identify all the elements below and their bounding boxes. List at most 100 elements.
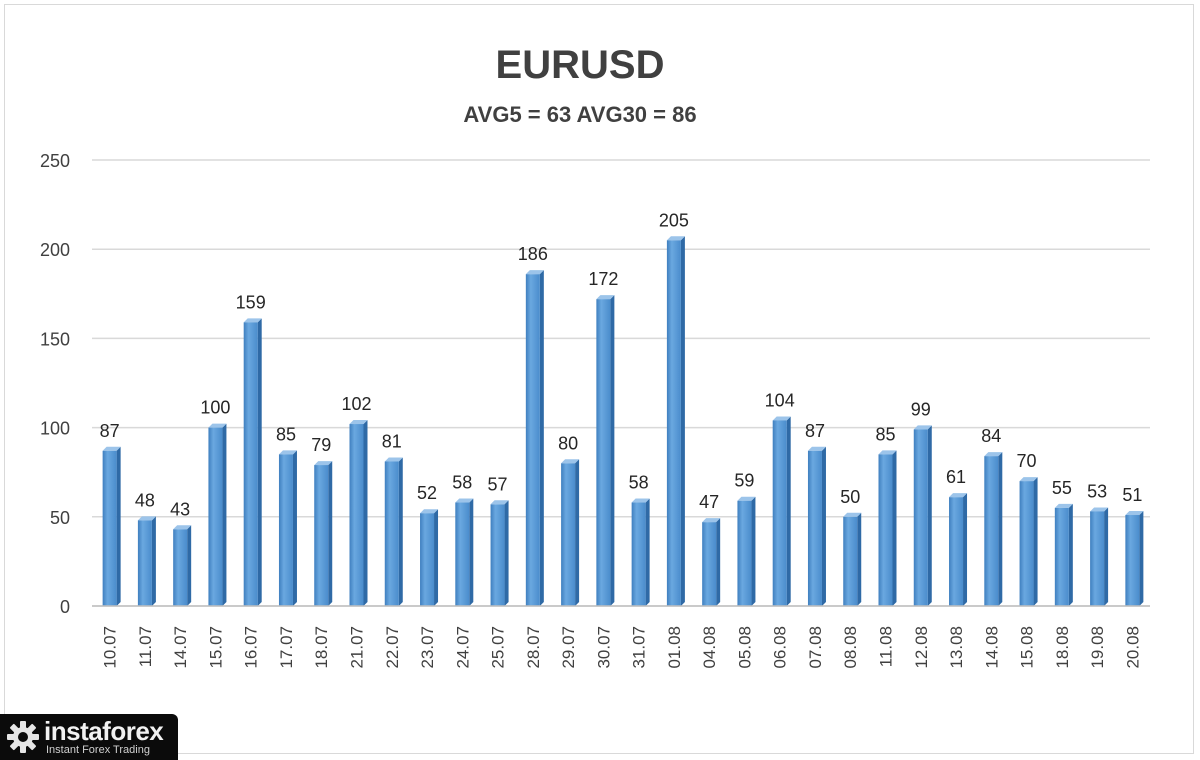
bar [137, 520, 152, 606]
x-tick-label: 15.08 [1018, 626, 1037, 669]
bar-top [843, 512, 862, 517]
bar-top [1125, 511, 1144, 516]
data-label: 47 [699, 492, 719, 512]
x-tick-label: 08.08 [841, 626, 860, 669]
x-tick-label: 31.07 [630, 626, 649, 669]
x-tick-label: 25.07 [489, 626, 508, 669]
bar-top [878, 450, 897, 455]
data-label: 61 [946, 467, 966, 487]
x-tick-label: 06.08 [771, 626, 790, 669]
data-label: 100 [200, 398, 230, 418]
x-axis: 10.07 11.07 14.07 15.07 16.07 17.07 18.07 21.07… [92, 605, 1150, 669]
x-tick-label: 12.08 [912, 626, 931, 669]
bar [666, 240, 681, 606]
bar [596, 299, 611, 606]
bar-top [1019, 477, 1038, 482]
x-tick-label: 05.08 [735, 626, 754, 669]
data-label: 43 [170, 499, 190, 519]
bar [208, 427, 223, 606]
bar-side [1068, 503, 1073, 606]
bar-side [222, 423, 227, 606]
bar [278, 454, 293, 606]
bar-side [187, 525, 192, 606]
x-tick-label: 14.07 [171, 626, 190, 669]
bar [843, 516, 858, 606]
data-label: 172 [588, 269, 618, 289]
data-label: 99 [911, 399, 931, 419]
y-tick-label: 0 [60, 597, 70, 617]
data-label: 79 [311, 435, 331, 455]
bar [807, 450, 822, 606]
bar-top [1090, 507, 1109, 512]
bar-top [807, 446, 826, 451]
bar-side [116, 446, 121, 606]
bar-side [398, 457, 403, 606]
data-label: 48 [135, 490, 155, 510]
bar-top [490, 500, 509, 505]
data-label: 87 [805, 421, 825, 441]
bar-side [786, 416, 791, 606]
x-tick-label: 04.08 [700, 626, 719, 669]
x-tick-label: 16.07 [242, 626, 261, 669]
bar-side [857, 512, 862, 606]
bar-side [963, 493, 968, 606]
bar-side [1033, 477, 1038, 606]
bar-side [469, 498, 474, 606]
x-tick-label: 17.07 [277, 626, 296, 669]
bar-top [913, 425, 932, 430]
y-tick-label: 200 [40, 240, 70, 260]
bar-top [314, 461, 333, 466]
bar-side [680, 236, 685, 606]
bar-top [420, 509, 439, 514]
x-tick-label: 11.08 [877, 626, 896, 667]
x-tick-label: 22.07 [383, 626, 402, 669]
x-tick-label: 01.08 [665, 626, 684, 669]
bar [490, 504, 505, 606]
data-label: 50 [840, 487, 860, 507]
bar-side [1139, 511, 1144, 606]
data-label: 102 [341, 394, 371, 414]
x-tick-label: 24.07 [453, 626, 472, 669]
bar-side [1104, 507, 1109, 606]
bar-top [631, 498, 650, 503]
bar-side [257, 318, 262, 606]
x-tick-label: 19.08 [1088, 626, 1107, 669]
gear-icon [7, 721, 39, 753]
x-tick-label: 30.07 [594, 626, 613, 669]
bar-side [539, 270, 544, 606]
bar [384, 461, 399, 606]
bar [525, 274, 540, 606]
x-tick-label: 18.07 [312, 626, 331, 669]
data-label: 70 [1017, 451, 1037, 471]
bar [737, 500, 752, 606]
data-label: 51 [1122, 485, 1142, 505]
bar [173, 529, 188, 606]
bar-side [892, 450, 897, 606]
x-tick-label: 21.07 [348, 626, 367, 669]
bar-top [772, 416, 791, 421]
bar [1054, 507, 1069, 606]
data-label: 57 [488, 474, 508, 494]
bar-top [384, 457, 403, 462]
bar [1125, 515, 1140, 606]
bar-top [702, 518, 721, 523]
bar [102, 450, 117, 606]
bars: 87 48 43 100 159 85 79 102 81 52 58 57 186 80 172 58 205… [100, 210, 1144, 606]
data-label: 85 [276, 424, 296, 444]
data-label: 84 [981, 426, 1001, 446]
bar [349, 424, 364, 606]
x-tick-label: 28.07 [524, 626, 543, 669]
bar-side [363, 420, 368, 606]
x-tick-label: 18.08 [1053, 626, 1072, 669]
y-tick-label: 100 [40, 419, 70, 439]
bar-top [596, 295, 615, 300]
bar-top [561, 459, 580, 464]
bar-top [278, 450, 297, 455]
bar [878, 454, 893, 606]
data-label: 58 [452, 473, 472, 493]
x-tick-label: 07.08 [806, 626, 825, 669]
bar-top [949, 493, 968, 498]
x-tick-label: 11.07 [136, 626, 155, 667]
bar-top [137, 516, 156, 521]
